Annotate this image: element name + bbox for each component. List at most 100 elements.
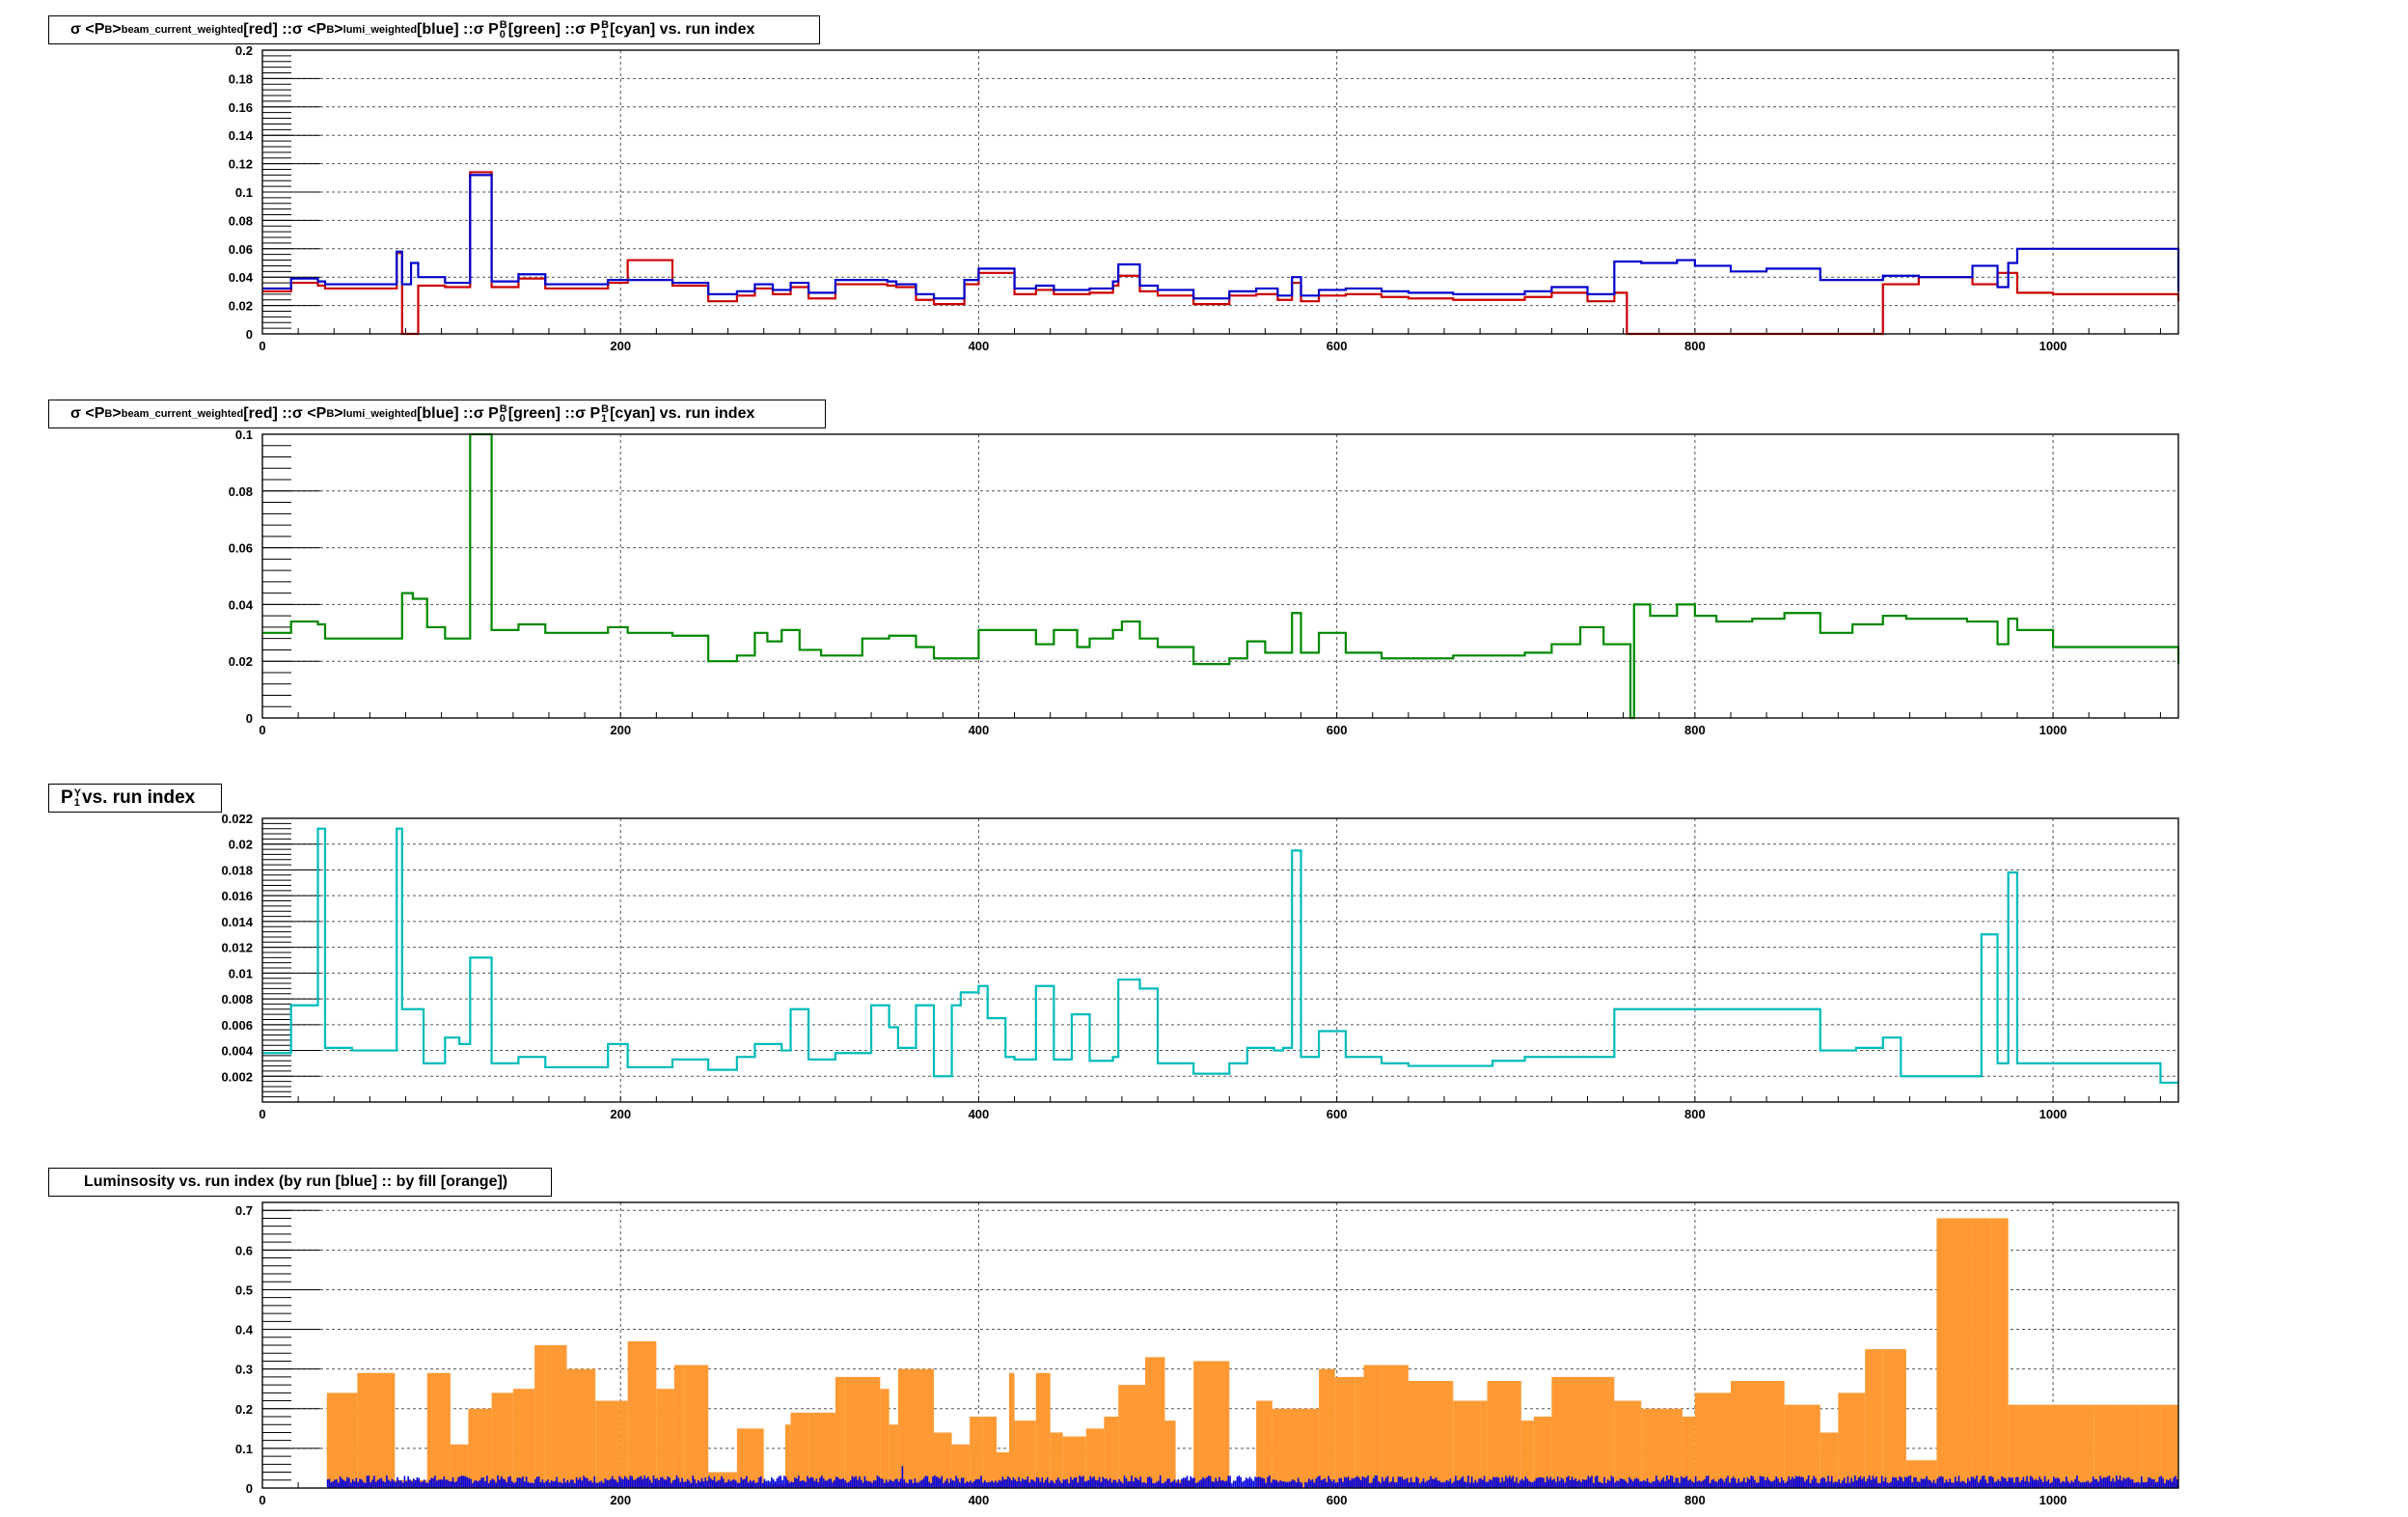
- bar-run: [1882, 1481, 1885, 1488]
- bar-run: [862, 1482, 864, 1488]
- bar-run: [1083, 1481, 1086, 1488]
- bar-run: [337, 1482, 340, 1488]
- bar-run: [1514, 1481, 1516, 1488]
- bar-run: [366, 1476, 369, 1488]
- bar-run: [1336, 1482, 1339, 1488]
- bar-run: [436, 1480, 438, 1488]
- bar-run: [1526, 1478, 1528, 1488]
- bar-run: [1717, 1479, 1720, 1488]
- bar-run: [1932, 1479, 1935, 1488]
- bar-run: [813, 1480, 816, 1488]
- bar-run: [1905, 1476, 1908, 1488]
- x-tick-label: 200: [610, 723, 631, 737]
- bar-run: [1984, 1479, 1987, 1488]
- bar-run: [525, 1476, 528, 1488]
- bar-run: [523, 1481, 526, 1488]
- bar-run: [2160, 1476, 2163, 1488]
- bar-run: [1576, 1480, 1578, 1488]
- y-tick-label: 0.1: [235, 1442, 253, 1456]
- bar-run: [2095, 1478, 2098, 1488]
- bar-run: [1465, 1481, 1467, 1488]
- bar-run: [545, 1480, 547, 1488]
- bar-run: [1422, 1477, 1425, 1488]
- bar-run: [821, 1476, 823, 1488]
- bar-fill: [1784, 1404, 1820, 1488]
- bar-run: [1712, 1478, 1715, 1488]
- bar-run: [932, 1476, 934, 1488]
- bar-run: [1403, 1479, 1405, 1488]
- bar-run: [807, 1476, 808, 1488]
- bar-run: [968, 1482, 970, 1488]
- bar-run: [539, 1481, 542, 1488]
- bar-run: [336, 1478, 338, 1488]
- bar-run: [1267, 1476, 1269, 1488]
- bar-run: [353, 1481, 356, 1488]
- bar-fill: [1453, 1400, 1481, 1488]
- bar-run: [724, 1482, 726, 1488]
- bar-run: [493, 1479, 496, 1488]
- bar-run: [1918, 1481, 1921, 1488]
- bar-run: [579, 1476, 582, 1488]
- bar-run: [930, 1483, 932, 1488]
- bar-run: [2108, 1476, 2111, 1488]
- bar-fill: [790, 1412, 809, 1488]
- bar-run: [1365, 1477, 1367, 1488]
- bar-run: [1405, 1478, 1407, 1488]
- bar-run: [326, 1479, 329, 1488]
- bar-run: [2124, 1478, 2126, 1488]
- bar-run: [2020, 1479, 2023, 1488]
- bar-run: [588, 1480, 590, 1488]
- bar-run: [1990, 1476, 1992, 1488]
- bar-run: [1104, 1478, 1106, 1488]
- bar-run: [1796, 1476, 1799, 1488]
- chart-panel-2: 0 200 400 600 800 1000 0 0.02 0.04 0.06 0.08 0.1: [229, 428, 2180, 737]
- bar-run: [784, 1476, 787, 1488]
- bar-run: [1131, 1476, 1133, 1488]
- bar-run: [1566, 1476, 1568, 1488]
- bar-run: [1707, 1476, 1710, 1488]
- bar-run: [1397, 1476, 1400, 1488]
- bar-run: [733, 1478, 735, 1488]
- bar-run: [1578, 1479, 1580, 1488]
- bar-run: [884, 1482, 886, 1488]
- bar-fill: [996, 1452, 1009, 1488]
- bar-run: [1433, 1478, 1436, 1488]
- bar-run: [661, 1476, 664, 1488]
- bar-run: [633, 1479, 635, 1488]
- bar-fill: [970, 1417, 983, 1488]
- bar-run: [1139, 1476, 1142, 1488]
- bar-run: [1512, 1476, 1515, 1488]
- bar-run: [1612, 1476, 1615, 1488]
- bar-run: [452, 1476, 454, 1488]
- bar-fill: [1035, 1372, 1051, 1488]
- bar-run: [860, 1479, 862, 1488]
- bar-run: [2171, 1481, 2174, 1488]
- y-tick-label: 0.014: [221, 915, 253, 929]
- bar-run: [759, 1476, 762, 1488]
- bar-run: [1759, 1476, 1762, 1488]
- bar-run: [361, 1479, 363, 1488]
- bar-run: [497, 1475, 499, 1488]
- bar-run: [355, 1477, 358, 1488]
- bar-run: [1200, 1478, 1203, 1488]
- bar-run: [1050, 1479, 1053, 1488]
- bar-run: [872, 1480, 875, 1488]
- bar-run: [1535, 1477, 1538, 1488]
- bar-run: [801, 1480, 804, 1488]
- y-tick-label: 0.08: [229, 213, 253, 228]
- bar-run: [2121, 1480, 2123, 1488]
- bar-run: [1807, 1475, 1810, 1488]
- bar-run: [799, 1480, 802, 1488]
- bar-run: [1329, 1478, 1331, 1488]
- bar-run: [1164, 1481, 1167, 1488]
- bar-run: [996, 1482, 999, 1488]
- bar-run: [447, 1479, 449, 1488]
- bar-run: [1492, 1476, 1494, 1488]
- bar-run: [1413, 1481, 1416, 1488]
- bar-run: [735, 1480, 737, 1488]
- bar-run: [2074, 1478, 2076, 1488]
- bar-run: [2078, 1480, 2080, 1488]
- bar-run: [1311, 1478, 1314, 1488]
- bar-run: [1788, 1476, 1790, 1488]
- bar-run: [1218, 1476, 1220, 1488]
